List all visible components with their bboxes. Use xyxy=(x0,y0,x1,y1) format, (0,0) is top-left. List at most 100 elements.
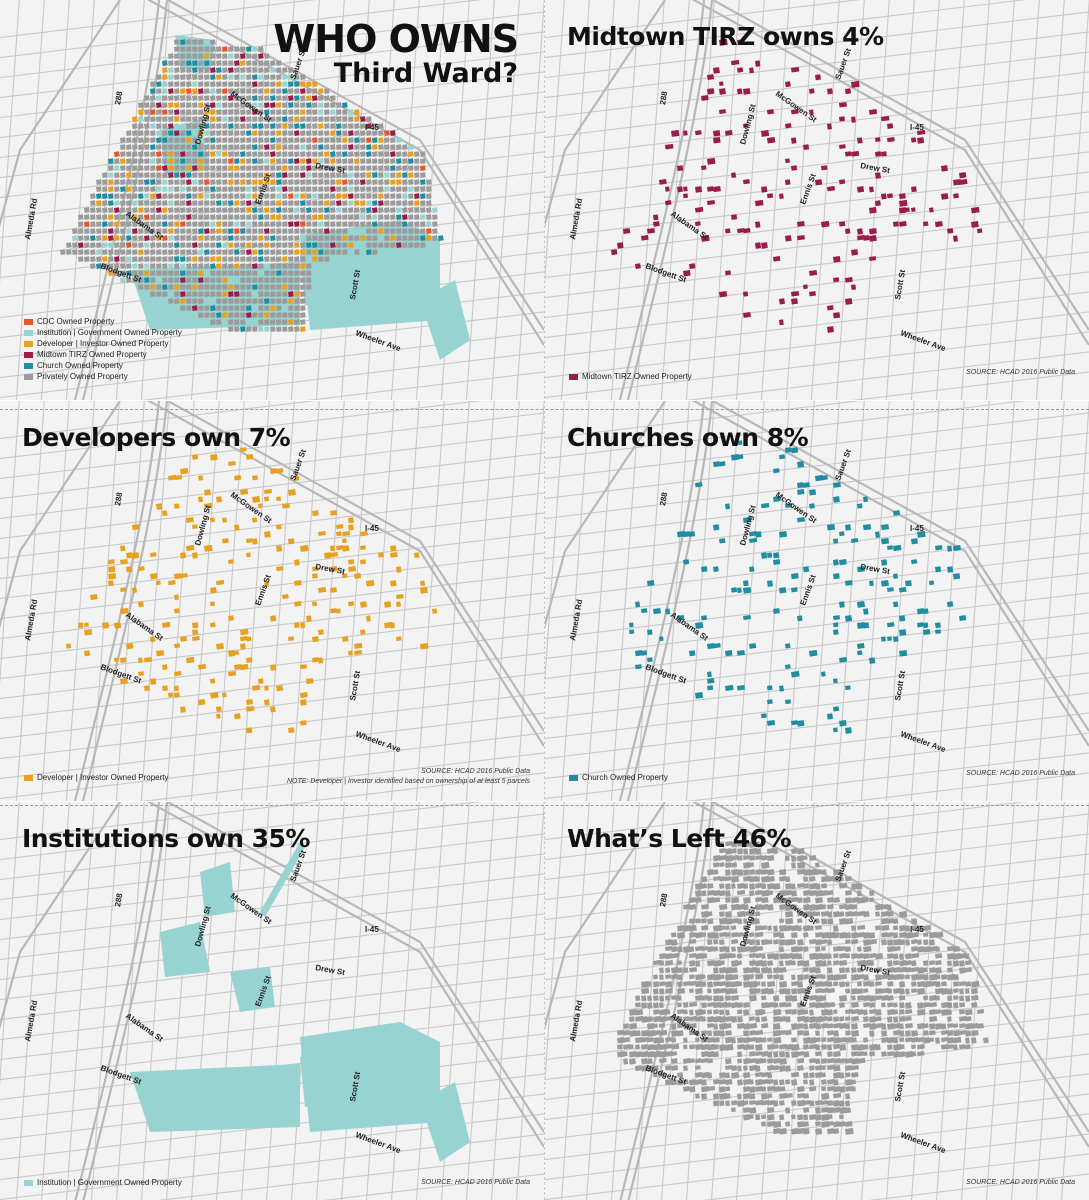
private-parcel xyxy=(773,1036,782,1044)
private-parcel xyxy=(665,967,671,974)
private-parcel xyxy=(743,967,750,974)
church-parcel xyxy=(108,158,114,164)
private-parcel xyxy=(143,130,150,136)
developer-parcel xyxy=(120,545,126,552)
private-parcel xyxy=(941,988,949,995)
private-parcel xyxy=(204,137,210,143)
developer-parcel xyxy=(186,516,194,523)
private-parcel xyxy=(180,214,186,220)
private-parcel xyxy=(258,263,264,269)
private-parcel xyxy=(790,855,797,862)
developer-parcel xyxy=(276,81,282,87)
private-parcel xyxy=(300,95,306,101)
developer-parcel xyxy=(245,705,255,712)
developer-parcel xyxy=(246,207,252,213)
private-parcel xyxy=(707,1051,715,1058)
developer-parcel xyxy=(161,67,168,73)
tirz-parcel xyxy=(653,221,660,227)
developer-parcel xyxy=(132,116,138,122)
private-parcel xyxy=(306,123,312,129)
private-parcel xyxy=(677,960,682,966)
private-parcel xyxy=(659,967,664,974)
church-parcel xyxy=(173,256,180,262)
tirz-parcel xyxy=(713,67,720,74)
cdc-parcel xyxy=(143,214,150,220)
private-parcel xyxy=(815,883,821,890)
private-parcel xyxy=(863,897,869,903)
private-parcel xyxy=(336,102,342,108)
church-parcels xyxy=(628,440,967,734)
private-parcel xyxy=(203,151,210,157)
private-parcel xyxy=(743,1107,750,1113)
private-parcel xyxy=(899,995,906,1001)
private-parcel xyxy=(198,67,204,73)
private-parcel xyxy=(917,974,925,981)
institution-parcel xyxy=(306,256,312,262)
church-parcel xyxy=(180,39,186,45)
tirz-parcel xyxy=(108,235,114,241)
private-parcel xyxy=(288,326,294,332)
private-parcel xyxy=(144,102,150,108)
private-parcel xyxy=(204,186,210,192)
private-parcel xyxy=(143,172,150,178)
private-parcel xyxy=(275,228,282,234)
institution-parcel xyxy=(168,74,174,80)
institution-parcel xyxy=(180,186,186,192)
private-parcel xyxy=(893,1002,898,1008)
church-parcel xyxy=(857,565,865,573)
private-parcel xyxy=(749,960,757,966)
private-parcel xyxy=(701,876,708,883)
private-parcel xyxy=(336,172,342,178)
private-parcel xyxy=(887,918,895,924)
private-parcel xyxy=(174,165,180,171)
private-parcel xyxy=(815,925,822,931)
private-parcel xyxy=(203,46,210,52)
developer-parcel xyxy=(420,580,426,587)
institution-parcel xyxy=(216,102,222,108)
private-parcel xyxy=(899,988,905,995)
private-parcel xyxy=(210,179,216,185)
private-parcel xyxy=(258,130,264,136)
developer-parcel xyxy=(264,88,270,94)
private-parcel xyxy=(132,158,138,164)
private-parcel xyxy=(850,925,857,931)
institution-parcel xyxy=(180,263,186,269)
private-parcel xyxy=(294,235,300,241)
private-parcel xyxy=(833,953,839,959)
tirz-parcel xyxy=(336,200,342,206)
developer-parcel xyxy=(197,699,206,706)
tirz-parcel xyxy=(156,102,162,108)
private-parcel xyxy=(401,151,408,157)
church-parcel xyxy=(168,130,174,136)
private-parcel xyxy=(252,221,258,227)
institution-parcel xyxy=(228,277,234,283)
church-parcel xyxy=(185,130,192,136)
private-parcel xyxy=(330,221,336,227)
private-parcel xyxy=(712,974,721,981)
private-parcel xyxy=(791,946,799,953)
developer-parcel xyxy=(216,221,222,227)
private-parcel xyxy=(216,60,222,66)
tirz-parcel xyxy=(761,242,768,249)
private-parcel xyxy=(952,1030,961,1037)
private-parcel xyxy=(971,1023,979,1029)
private-parcel xyxy=(168,179,174,185)
private-parcel xyxy=(329,172,336,178)
private-parcel xyxy=(803,1107,810,1113)
private-parcel xyxy=(826,918,834,925)
private-parcel xyxy=(737,918,743,925)
private-parcel xyxy=(845,1016,851,1022)
private-parcel xyxy=(803,1037,811,1044)
private-parcel xyxy=(743,946,751,953)
developer-parcel xyxy=(390,622,395,629)
private-parcel xyxy=(168,284,174,290)
developer-parcel xyxy=(348,517,354,524)
private-parcel xyxy=(719,960,725,966)
private-parcel xyxy=(150,270,156,276)
private-parcel xyxy=(258,95,264,101)
private-parcel xyxy=(809,1100,815,1107)
church-parcel xyxy=(252,158,258,164)
church-parcel xyxy=(143,277,150,283)
private-parcel xyxy=(300,102,306,108)
